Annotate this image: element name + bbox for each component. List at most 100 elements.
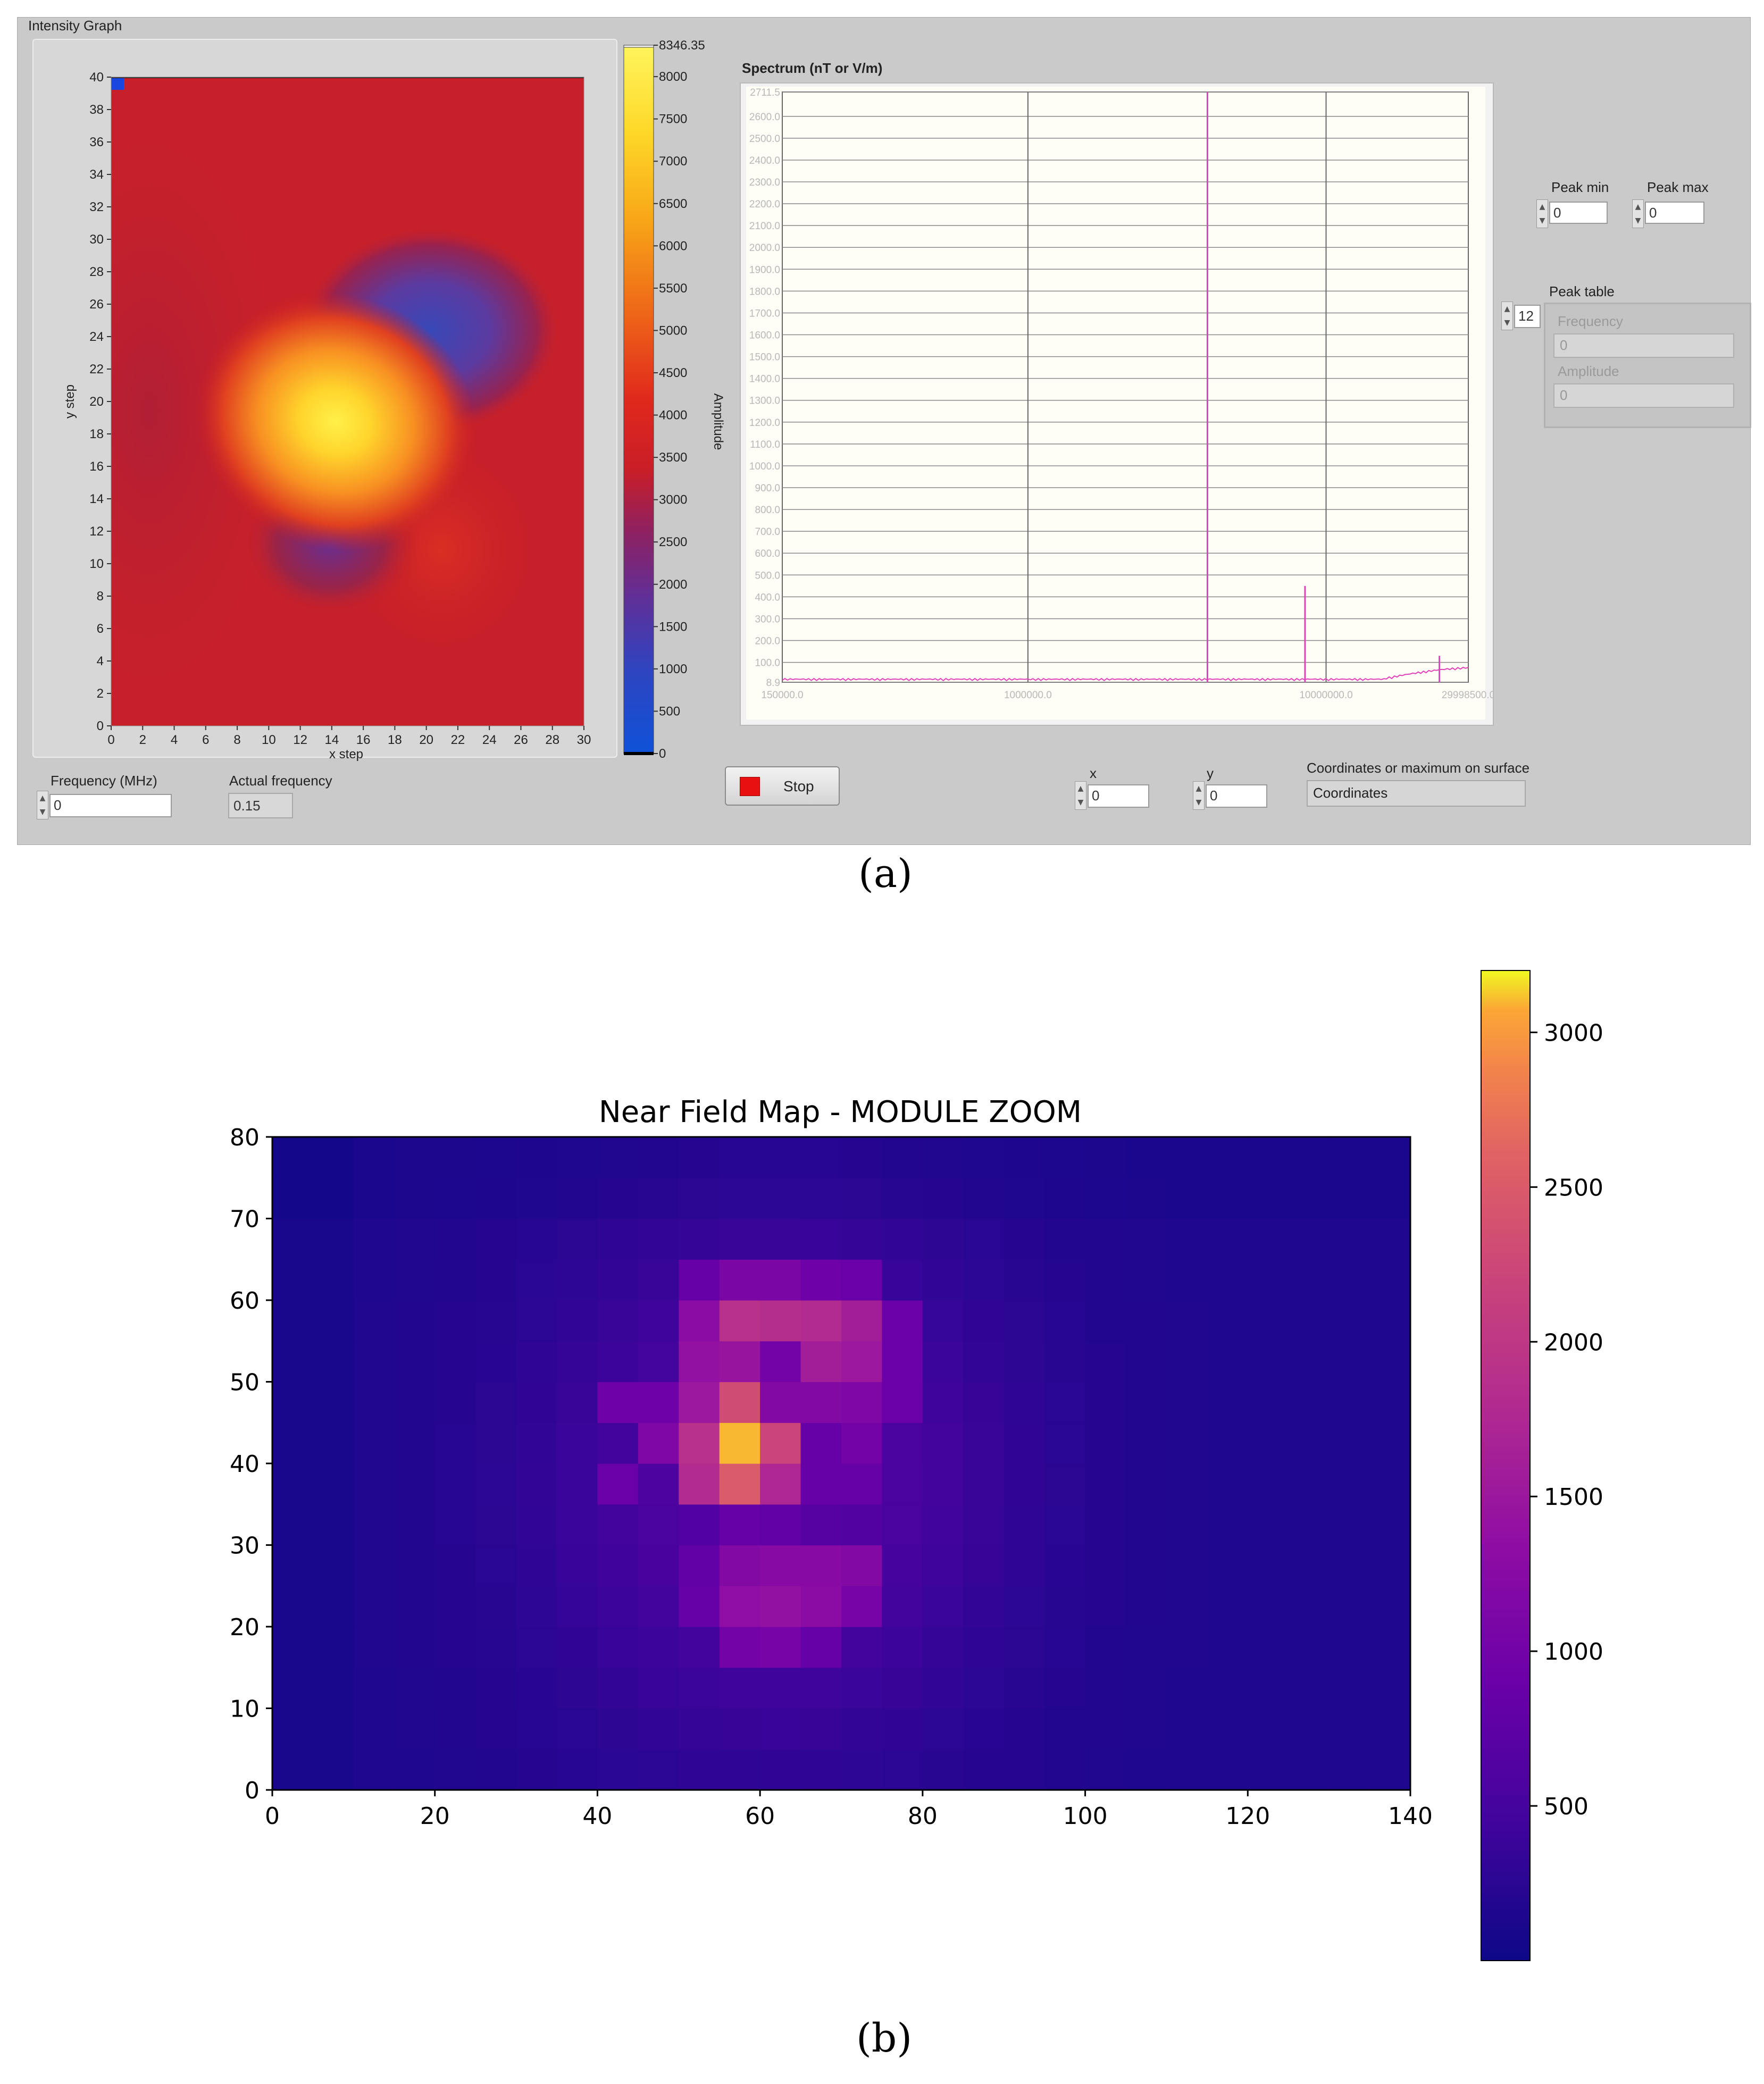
x-axis-label: x step bbox=[329, 747, 363, 761]
y-tick-label: 22 bbox=[89, 362, 104, 376]
x-tick-label: 16 bbox=[356, 733, 371, 747]
heatmap-cell bbox=[841, 1627, 883, 1668]
heatmap-cell bbox=[882, 1137, 923, 1178]
heatmap-cell bbox=[557, 1627, 598, 1668]
y-tick-label: 40 bbox=[89, 70, 104, 85]
peak-min-input[interactable]: 0 bbox=[1549, 202, 1608, 224]
heatmap-cell bbox=[597, 1667, 639, 1709]
heatmap-cell bbox=[882, 1708, 923, 1750]
heatmap-cell bbox=[434, 1504, 476, 1546]
frequency-label: Frequency (MHz) bbox=[51, 773, 157, 789]
heatmap-cell bbox=[1369, 1422, 1411, 1464]
heatmap-cell bbox=[313, 1259, 354, 1301]
heatmap-cell bbox=[1248, 1300, 1289, 1342]
heatmap-cell bbox=[963, 1749, 1005, 1790]
heatmap-cell bbox=[638, 1708, 679, 1750]
heatmap-cell bbox=[434, 1463, 476, 1505]
heatmap-cell bbox=[1126, 1300, 1167, 1342]
coordinates-selector[interactable]: Coordinates bbox=[1307, 780, 1526, 807]
heatmap-cell bbox=[1288, 1218, 1330, 1260]
y-tick-label: 34 bbox=[89, 168, 104, 182]
heatmap-cell bbox=[1329, 1504, 1370, 1546]
heatmap-cell bbox=[597, 1708, 639, 1750]
x-field-input[interactable]: 0 bbox=[1088, 784, 1149, 808]
heatmap-cell bbox=[1248, 1545, 1289, 1586]
spectrum-y-tick-label: 1600.0 bbox=[749, 330, 780, 341]
heatmap-cell bbox=[1044, 1627, 1086, 1668]
peak-max-spinner[interactable]: ▲ ▼ bbox=[1632, 199, 1644, 228]
heatmap-cell bbox=[1207, 1708, 1248, 1750]
colorbar-tick-label: 8000 bbox=[659, 70, 687, 84]
heatmap-cell bbox=[922, 1504, 964, 1546]
heatmap-cell bbox=[800, 1422, 842, 1464]
heatmap-cell bbox=[841, 1749, 883, 1790]
heatmap-cell bbox=[1085, 1300, 1126, 1342]
heatmap-cell bbox=[922, 1259, 964, 1301]
peak-table-index-input[interactable]: 12 bbox=[1514, 305, 1541, 328]
heatmap-cell bbox=[1207, 1545, 1248, 1586]
heatmap-cell bbox=[313, 1504, 354, 1546]
near-field-y-tick-label: 70 bbox=[230, 1206, 260, 1233]
heatmap-cell bbox=[272, 1177, 314, 1219]
peak-table-index-spinner[interactable]: ▲ ▼ bbox=[1501, 302, 1513, 330]
y-tick-label: 16 bbox=[89, 459, 104, 474]
heatmap-cell bbox=[760, 1749, 801, 1790]
heatmap-cell bbox=[516, 1749, 557, 1790]
near-field-x-tick-label: 20 bbox=[420, 1803, 450, 1830]
heatmap-cell bbox=[1126, 1749, 1167, 1790]
heatmap-cell bbox=[800, 1341, 842, 1383]
x-tick-label: 12 bbox=[293, 733, 307, 747]
actual-frequency-indicator: 0.15 bbox=[228, 793, 293, 818]
heatmap-cell bbox=[353, 1341, 395, 1383]
heatmap-cell bbox=[353, 1504, 395, 1546]
heatmap-cell bbox=[882, 1749, 923, 1790]
spectrum-y-tick-label: 1700.0 bbox=[749, 308, 780, 319]
heatmap-cell bbox=[394, 1382, 436, 1423]
y-tick-label: 4 bbox=[97, 654, 104, 668]
intensity-graph[interactable]: 0 2 4 6 8 10 12 14 16 18 20 22 24 26 28 30 024681012141… bbox=[32, 39, 623, 762]
heatmap-cell bbox=[922, 1422, 964, 1464]
heatmap-cell bbox=[1288, 1382, 1330, 1423]
heatmap-cell bbox=[963, 1667, 1005, 1709]
stop-button-label: Stop bbox=[783, 778, 814, 794]
peak-min-spinner[interactable]: ▲ ▼ bbox=[1536, 199, 1548, 228]
frequency-spinner[interactable]: ▲ ▼ bbox=[37, 791, 48, 819]
plot-top-edge bbox=[111, 77, 584, 78]
heatmap-cell bbox=[841, 1341, 883, 1383]
spectrum-graph[interactable]: 2711.5 2600.0 2500.0 2400.0 2300.0 2200.0 2100… bbox=[740, 82, 1494, 726]
peak-table-amplitude-field[interactable]: 0 bbox=[1553, 383, 1734, 408]
heatmap-cell bbox=[1004, 1177, 1045, 1219]
peak-max-input[interactable]: 0 bbox=[1645, 202, 1704, 224]
heatmap-cell bbox=[313, 1463, 354, 1505]
heatmap-cell bbox=[638, 1504, 679, 1546]
peak-table-frequency-field[interactable]: 0 bbox=[1553, 333, 1734, 358]
heatmap-cell bbox=[679, 1749, 720, 1790]
y-field-spinner[interactable]: ▲ ▼ bbox=[1193, 781, 1205, 810]
heatmap-cell bbox=[1004, 1749, 1045, 1790]
heatmap-cell bbox=[1248, 1627, 1289, 1668]
heatmap-cell bbox=[516, 1627, 557, 1668]
heatmap-cell bbox=[557, 1708, 598, 1750]
caption-b: (b) bbox=[856, 2015, 913, 2061]
heatmap-cell bbox=[1085, 1545, 1126, 1586]
heatmap-cell bbox=[1248, 1341, 1289, 1383]
heatmap-cell bbox=[760, 1218, 801, 1260]
x-field-spinner[interactable]: ▲ ▼ bbox=[1075, 781, 1086, 810]
heatmap-cell bbox=[394, 1422, 436, 1464]
heatmap-cell bbox=[1207, 1504, 1248, 1546]
cursor-marker[interactable] bbox=[111, 77, 124, 90]
heatmap-cell bbox=[1248, 1259, 1289, 1301]
near-field-y-tick-label: 50 bbox=[230, 1369, 260, 1396]
heatmap-cell bbox=[1369, 1259, 1411, 1301]
heatmap-cell bbox=[1329, 1177, 1370, 1219]
frequency-input[interactable]: 0 bbox=[49, 794, 172, 817]
spectrum-y-tick-label: 1400.0 bbox=[749, 374, 780, 385]
heatmap-cell bbox=[353, 1708, 395, 1750]
heatmap-cell bbox=[1248, 1463, 1289, 1505]
heatmap-cell bbox=[679, 1504, 720, 1546]
heatmap-cell bbox=[1329, 1627, 1370, 1668]
heatmap-cell bbox=[313, 1586, 354, 1627]
y-field-input[interactable]: 0 bbox=[1206, 784, 1267, 808]
stop-button[interactable]: Stop bbox=[725, 766, 840, 806]
heatmap-cell bbox=[353, 1177, 395, 1219]
